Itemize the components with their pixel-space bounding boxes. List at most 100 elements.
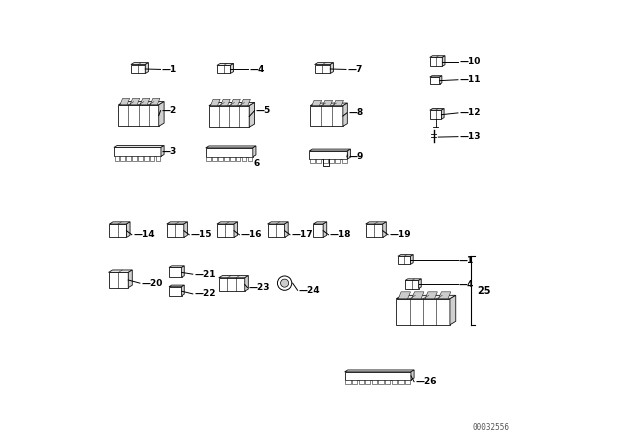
- Polygon shape: [405, 380, 410, 384]
- Polygon shape: [182, 266, 184, 277]
- Polygon shape: [130, 99, 140, 105]
- Text: —5: —5: [256, 106, 271, 115]
- Polygon shape: [430, 108, 444, 110]
- Polygon shape: [323, 159, 328, 163]
- Polygon shape: [120, 99, 130, 105]
- Polygon shape: [161, 146, 164, 156]
- Polygon shape: [217, 224, 234, 237]
- Polygon shape: [358, 380, 364, 384]
- Polygon shape: [242, 157, 246, 161]
- Polygon shape: [206, 146, 256, 148]
- Polygon shape: [365, 224, 383, 237]
- Polygon shape: [126, 156, 131, 161]
- Polygon shape: [310, 103, 348, 106]
- Polygon shape: [167, 224, 184, 237]
- Polygon shape: [115, 156, 119, 161]
- Polygon shape: [365, 222, 387, 224]
- Polygon shape: [419, 279, 421, 289]
- Polygon shape: [385, 380, 390, 384]
- Polygon shape: [169, 287, 182, 296]
- Polygon shape: [109, 270, 132, 272]
- Polygon shape: [438, 292, 451, 299]
- Polygon shape: [430, 56, 445, 57]
- Polygon shape: [411, 370, 414, 380]
- Polygon shape: [109, 222, 130, 224]
- Polygon shape: [169, 267, 182, 277]
- Text: —18: —18: [330, 230, 351, 239]
- Polygon shape: [206, 157, 211, 161]
- Polygon shape: [285, 222, 288, 237]
- Polygon shape: [396, 299, 450, 325]
- Polygon shape: [128, 270, 132, 288]
- Polygon shape: [268, 224, 285, 237]
- Text: —1: —1: [459, 256, 474, 265]
- Text: 25: 25: [477, 285, 490, 296]
- Polygon shape: [348, 149, 351, 159]
- Polygon shape: [219, 276, 248, 278]
- Polygon shape: [430, 57, 442, 66]
- Polygon shape: [184, 222, 188, 237]
- Polygon shape: [159, 102, 164, 126]
- Polygon shape: [249, 103, 255, 127]
- Polygon shape: [312, 100, 322, 106]
- Polygon shape: [314, 224, 323, 237]
- Polygon shape: [248, 157, 252, 161]
- Polygon shape: [109, 224, 127, 237]
- Text: —2: —2: [162, 106, 177, 115]
- Polygon shape: [398, 254, 413, 256]
- Polygon shape: [430, 76, 442, 77]
- Text: —19: —19: [389, 230, 411, 239]
- Polygon shape: [144, 156, 148, 161]
- Text: —13: —13: [460, 132, 481, 141]
- Polygon shape: [218, 157, 223, 161]
- Polygon shape: [145, 63, 148, 73]
- Polygon shape: [315, 65, 330, 73]
- Polygon shape: [209, 103, 255, 106]
- Polygon shape: [398, 292, 410, 299]
- Polygon shape: [140, 99, 150, 105]
- Polygon shape: [352, 380, 357, 384]
- Polygon shape: [310, 159, 315, 163]
- Polygon shape: [330, 63, 333, 73]
- Polygon shape: [212, 157, 217, 161]
- Text: —20: —20: [141, 279, 163, 288]
- Polygon shape: [329, 159, 334, 163]
- Polygon shape: [114, 146, 164, 147]
- Polygon shape: [310, 106, 343, 126]
- Polygon shape: [120, 156, 125, 161]
- Polygon shape: [219, 278, 244, 291]
- Polygon shape: [206, 148, 253, 157]
- Polygon shape: [182, 285, 184, 296]
- Polygon shape: [131, 65, 145, 73]
- Polygon shape: [118, 102, 164, 105]
- Text: —12: —12: [460, 108, 481, 117]
- Polygon shape: [150, 99, 160, 105]
- Polygon shape: [383, 222, 387, 237]
- Polygon shape: [430, 110, 442, 119]
- Polygon shape: [138, 156, 143, 161]
- Polygon shape: [410, 254, 413, 264]
- Polygon shape: [209, 106, 249, 127]
- Polygon shape: [323, 222, 327, 237]
- Polygon shape: [346, 380, 351, 384]
- Polygon shape: [268, 222, 288, 224]
- Circle shape: [278, 276, 292, 290]
- Polygon shape: [211, 99, 220, 106]
- Polygon shape: [315, 63, 333, 65]
- Polygon shape: [412, 292, 424, 299]
- Polygon shape: [372, 380, 377, 384]
- Text: —21: —21: [194, 270, 216, 279]
- Text: —1: —1: [162, 65, 177, 74]
- Polygon shape: [392, 380, 397, 384]
- Polygon shape: [217, 64, 234, 65]
- Text: —26: —26: [415, 377, 437, 386]
- Polygon shape: [253, 146, 256, 157]
- Polygon shape: [169, 285, 184, 287]
- Polygon shape: [109, 272, 128, 288]
- Polygon shape: [333, 100, 344, 106]
- Polygon shape: [114, 147, 161, 156]
- Polygon shape: [316, 159, 321, 163]
- Polygon shape: [398, 380, 404, 384]
- Polygon shape: [156, 156, 161, 161]
- Text: —4: —4: [250, 65, 265, 74]
